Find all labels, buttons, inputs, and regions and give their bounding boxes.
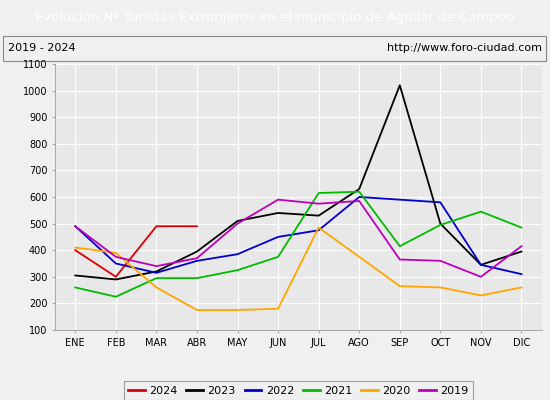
Text: Evolucion Nº Turistas Extranjeros en el municipio de Aguilar de Campoo: Evolucion Nº Turistas Extranjeros en el … [35, 10, 515, 24]
Legend: 2024, 2023, 2022, 2021, 2020, 2019: 2024, 2023, 2022, 2021, 2020, 2019 [124, 381, 473, 400]
FancyBboxPatch shape [3, 36, 546, 61]
Text: 2019 - 2024: 2019 - 2024 [8, 43, 76, 53]
Text: http://www.foro-ciudad.com: http://www.foro-ciudad.com [387, 43, 542, 53]
